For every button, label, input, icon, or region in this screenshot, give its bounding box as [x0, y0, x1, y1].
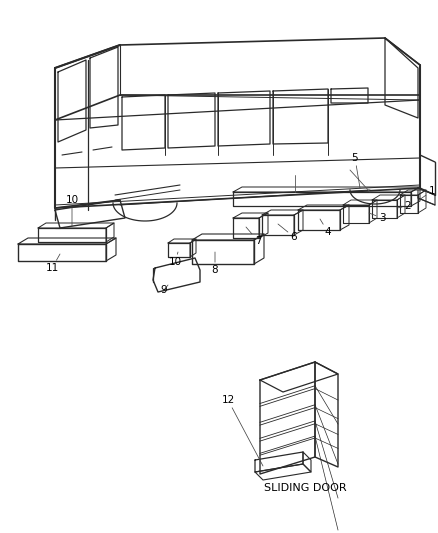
Text: 10: 10 — [65, 195, 78, 226]
Text: 9: 9 — [161, 285, 168, 295]
Text: 2: 2 — [397, 201, 411, 211]
Text: 1: 1 — [419, 186, 435, 200]
Text: 7: 7 — [246, 227, 261, 246]
Text: 4: 4 — [320, 219, 331, 237]
Text: 12: 12 — [221, 395, 263, 466]
Text: 8: 8 — [212, 252, 218, 275]
Text: SLIDING DOOR: SLIDING DOOR — [264, 483, 346, 493]
Text: 3: 3 — [369, 213, 385, 223]
Text: 5: 5 — [352, 153, 360, 188]
Text: 11: 11 — [46, 254, 60, 273]
Text: 10: 10 — [169, 252, 182, 267]
Text: 6: 6 — [278, 224, 297, 242]
